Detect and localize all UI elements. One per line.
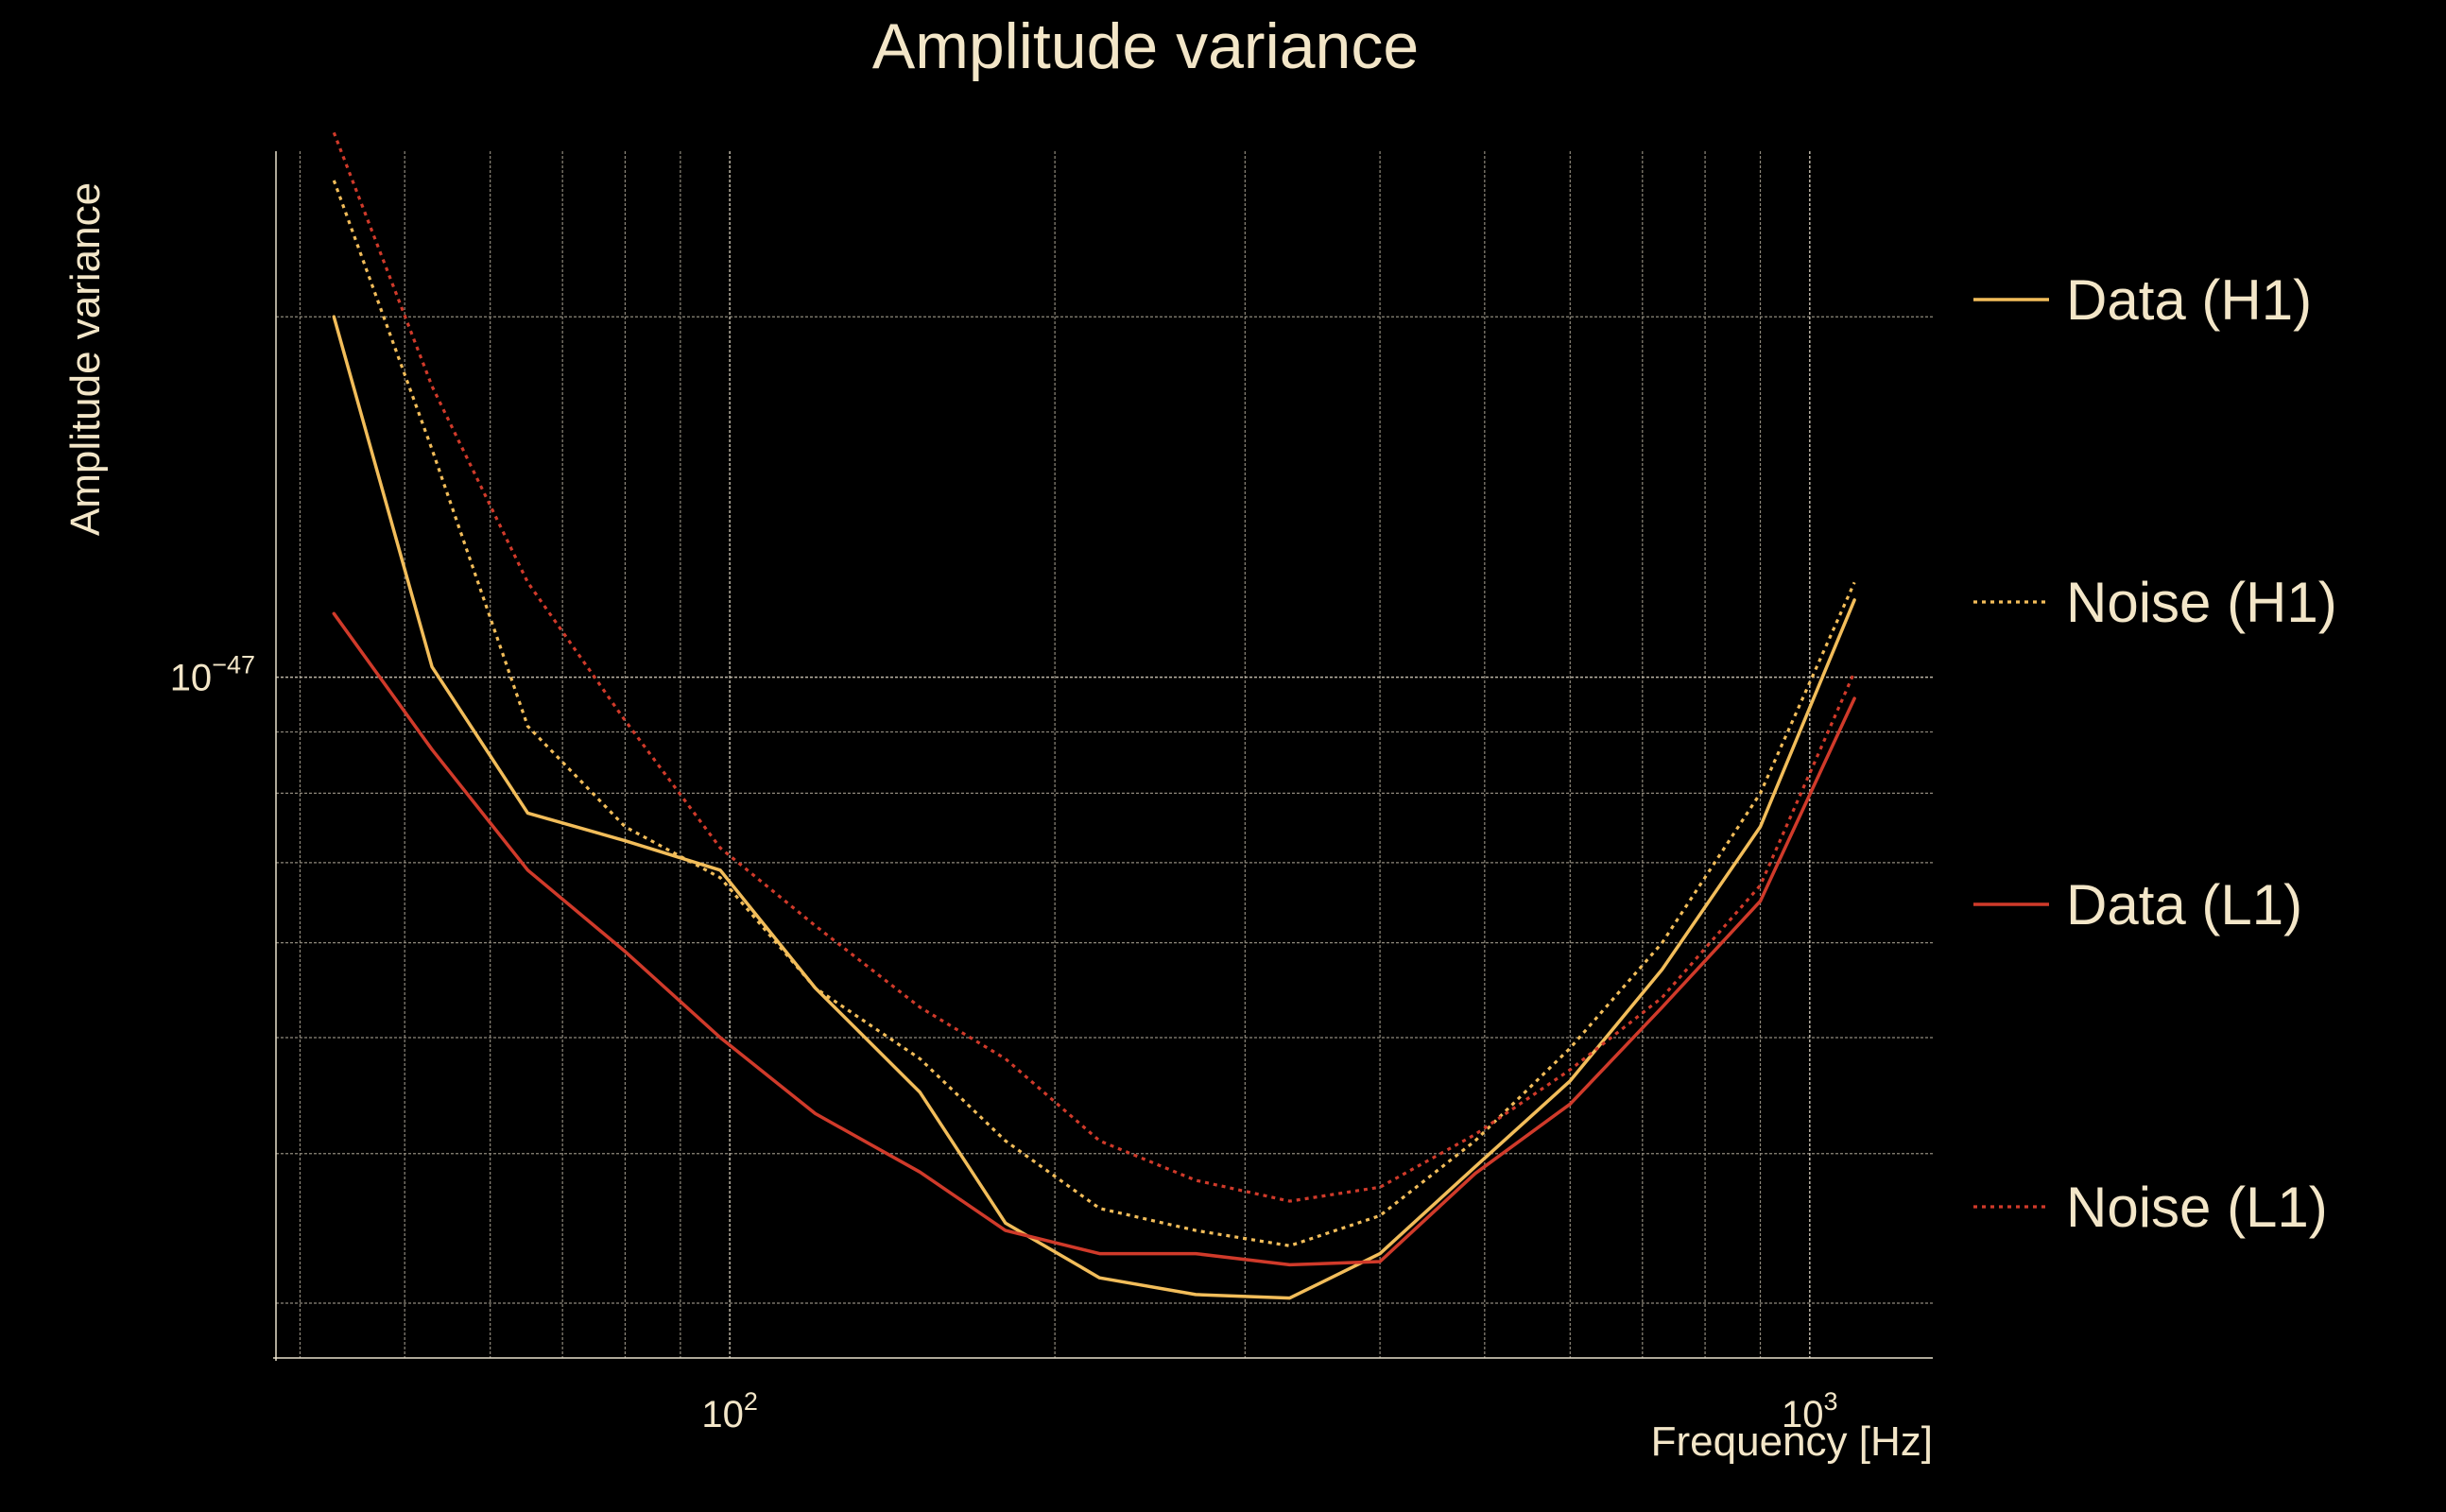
legend-label-data-l1: Data (L1) bbox=[2066, 873, 2302, 936]
legend-label-data-h1: Data (H1) bbox=[2066, 268, 2312, 332]
x-tick-base: 10 bbox=[701, 1394, 744, 1435]
y-tick-label: 10−47 bbox=[170, 651, 255, 699]
legend: Data (H1) Noise (H1) Data (L1) Noise (L1) bbox=[1973, 268, 2337, 1239]
y-tick-exponent: −47 bbox=[212, 651, 255, 679]
series-lines bbox=[332, 131, 1856, 1300]
series-line-noise-h1 bbox=[332, 180, 1856, 1247]
x-tick-label: 102 bbox=[701, 1387, 758, 1435]
y-tick-base: 10 bbox=[170, 658, 213, 699]
axes bbox=[273, 151, 1933, 1361]
y-axis-label: Amplitude variance bbox=[62, 182, 109, 536]
legend-label-noise-l1: Noise (L1) bbox=[2066, 1176, 2328, 1239]
grid bbox=[276, 151, 1933, 1358]
x-tick-exponent: 2 bbox=[744, 1387, 758, 1416]
x-tick-base: 10 bbox=[1782, 1394, 1824, 1435]
legend-label-noise-h1: Noise (H1) bbox=[2066, 571, 2337, 634]
series-line-data-h1 bbox=[332, 315, 1856, 1300]
x-tick-label: 103 bbox=[1782, 1387, 1838, 1435]
x-tick-exponent: 3 bbox=[1824, 1387, 1838, 1416]
x-axis-label: Frequency [Hz] bbox=[1651, 1418, 1933, 1465]
chart-title: Amplitude variance bbox=[872, 10, 1419, 82]
series-line-data-l1 bbox=[332, 611, 1856, 1267]
